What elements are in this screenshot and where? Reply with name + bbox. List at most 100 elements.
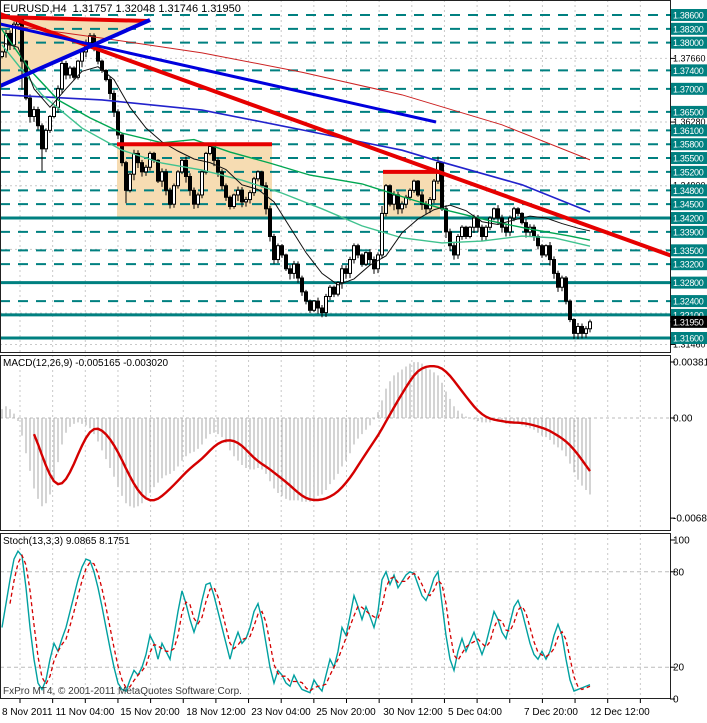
candle — [580, 325, 584, 334]
candle — [296, 263, 300, 279]
candle — [140, 162, 144, 173]
candle — [4, 32, 8, 53]
price-level-badge-text: 1.35800 — [673, 140, 704, 150]
candle — [196, 194, 200, 205]
price-level-badge-text: 1.34200 — [673, 214, 704, 224]
candle — [28, 97, 32, 118]
candle — [480, 226, 484, 237]
price-level-badge-text: 1.31600 — [673, 334, 704, 344]
triangle-pattern — [0, 18, 148, 84]
price-level-badge — [671, 64, 707, 77]
candle — [576, 325, 580, 334]
ma-spring-green — [1, 44, 591, 247]
stochastic-panel — [0, 549, 670, 694]
descending-red-trendline — [0, 12, 671, 258]
stoch-axis-label: 20 — [673, 663, 685, 674]
candle — [444, 208, 448, 233]
candle — [228, 196, 232, 207]
candle — [572, 319, 576, 334]
price-level-badge — [671, 212, 707, 225]
time-axis-label: 15 Nov 20:00 — [120, 707, 180, 718]
stoch-axis-label: 100 — [673, 536, 690, 547]
current-price-badge[interactable] — [671, 315, 707, 328]
candle — [400, 203, 404, 210]
candle — [336, 282, 340, 295]
candle — [588, 321, 592, 330]
candle — [244, 199, 248, 203]
candle — [24, 60, 28, 99]
time-axis[interactable]: 8 Nov 2011 11 Nov 04:00 15 Nov 20:00 18 Nov… — [2, 699, 650, 718]
candle — [128, 173, 132, 191]
candle — [264, 185, 268, 210]
candle — [512, 208, 516, 219]
ma-slow-red — [1, 23, 591, 161]
price-level-badge-text: 1.38300 — [673, 24, 704, 34]
candle — [60, 62, 64, 90]
triangle-top-red — [0, 15, 149, 23]
price-grid-label: 1.37660 — [673, 53, 706, 63]
candle — [532, 226, 536, 237]
candle — [364, 252, 368, 265]
macd-axis-label: 0.00 — [673, 414, 693, 425]
price-grid-label: 1.31460 — [673, 339, 706, 349]
candle — [268, 208, 272, 237]
candle — [232, 194, 236, 207]
candle — [80, 51, 84, 62]
candle — [64, 62, 68, 76]
candle — [188, 176, 192, 191]
candle — [344, 268, 348, 274]
candle — [472, 217, 476, 228]
candle — [124, 162, 128, 191]
price-axis[interactable]: 1.376601.362801.349001.314601.386001.383… — [670, 9, 707, 349]
candle — [552, 259, 556, 274]
candle — [392, 194, 396, 205]
price-level-badge — [671, 36, 707, 49]
candle — [132, 152, 136, 175]
candle — [48, 116, 52, 131]
candle — [412, 180, 416, 191]
price-grid-label: 1.36280 — [673, 117, 706, 127]
candle — [252, 178, 256, 194]
candle — [556, 272, 560, 288]
price-level-badge-text: 1.34800 — [673, 186, 704, 196]
time-axis-label: 25 Nov 20:00 — [316, 707, 376, 718]
macd-indicator-label: MACD(12,26,9) -0.005165 -0.003020 — [3, 358, 169, 369]
price-level-badge-text: 1.32400 — [673, 297, 704, 307]
candle — [136, 152, 140, 164]
price-level-badge — [671, 124, 707, 137]
candle — [372, 259, 376, 270]
candle — [316, 300, 320, 309]
candle — [152, 152, 156, 161]
copyright-watermark: FxPro MT4, © 2001-2011 MetaQuotes Softwa… — [3, 686, 242, 697]
price-level-badge — [671, 138, 707, 151]
candle — [524, 222, 528, 233]
candle — [204, 152, 208, 173]
panel-border — [0, 355, 671, 531]
price-level-badge-text: 1.38000 — [673, 38, 704, 48]
price-level-badge — [671, 105, 707, 118]
price-level-badge-text: 1.36100 — [673, 126, 704, 136]
candle — [248, 192, 252, 201]
candle — [112, 92, 116, 113]
candle — [352, 245, 356, 261]
price-level-badge — [671, 82, 707, 95]
candle — [276, 245, 280, 261]
stoch-axis[interactable]: 100 80 20 0 — [670, 536, 690, 706]
price-level-badge — [671, 295, 707, 308]
ma-fast-black — [1, 42, 591, 286]
price-level-badge-text: 1.38600 — [673, 11, 704, 21]
candle — [416, 180, 420, 196]
price-level-badge — [671, 165, 707, 178]
price-level-badge-text: 1.35200 — [673, 167, 704, 177]
candle — [88, 35, 92, 44]
time-axis-label: 12 Dec 12:00 — [590, 707, 650, 718]
candle — [40, 125, 44, 150]
price-level-badge-text: 1.33500 — [673, 246, 704, 256]
candle — [224, 185, 228, 198]
candle — [160, 171, 164, 182]
candle — [540, 245, 544, 256]
